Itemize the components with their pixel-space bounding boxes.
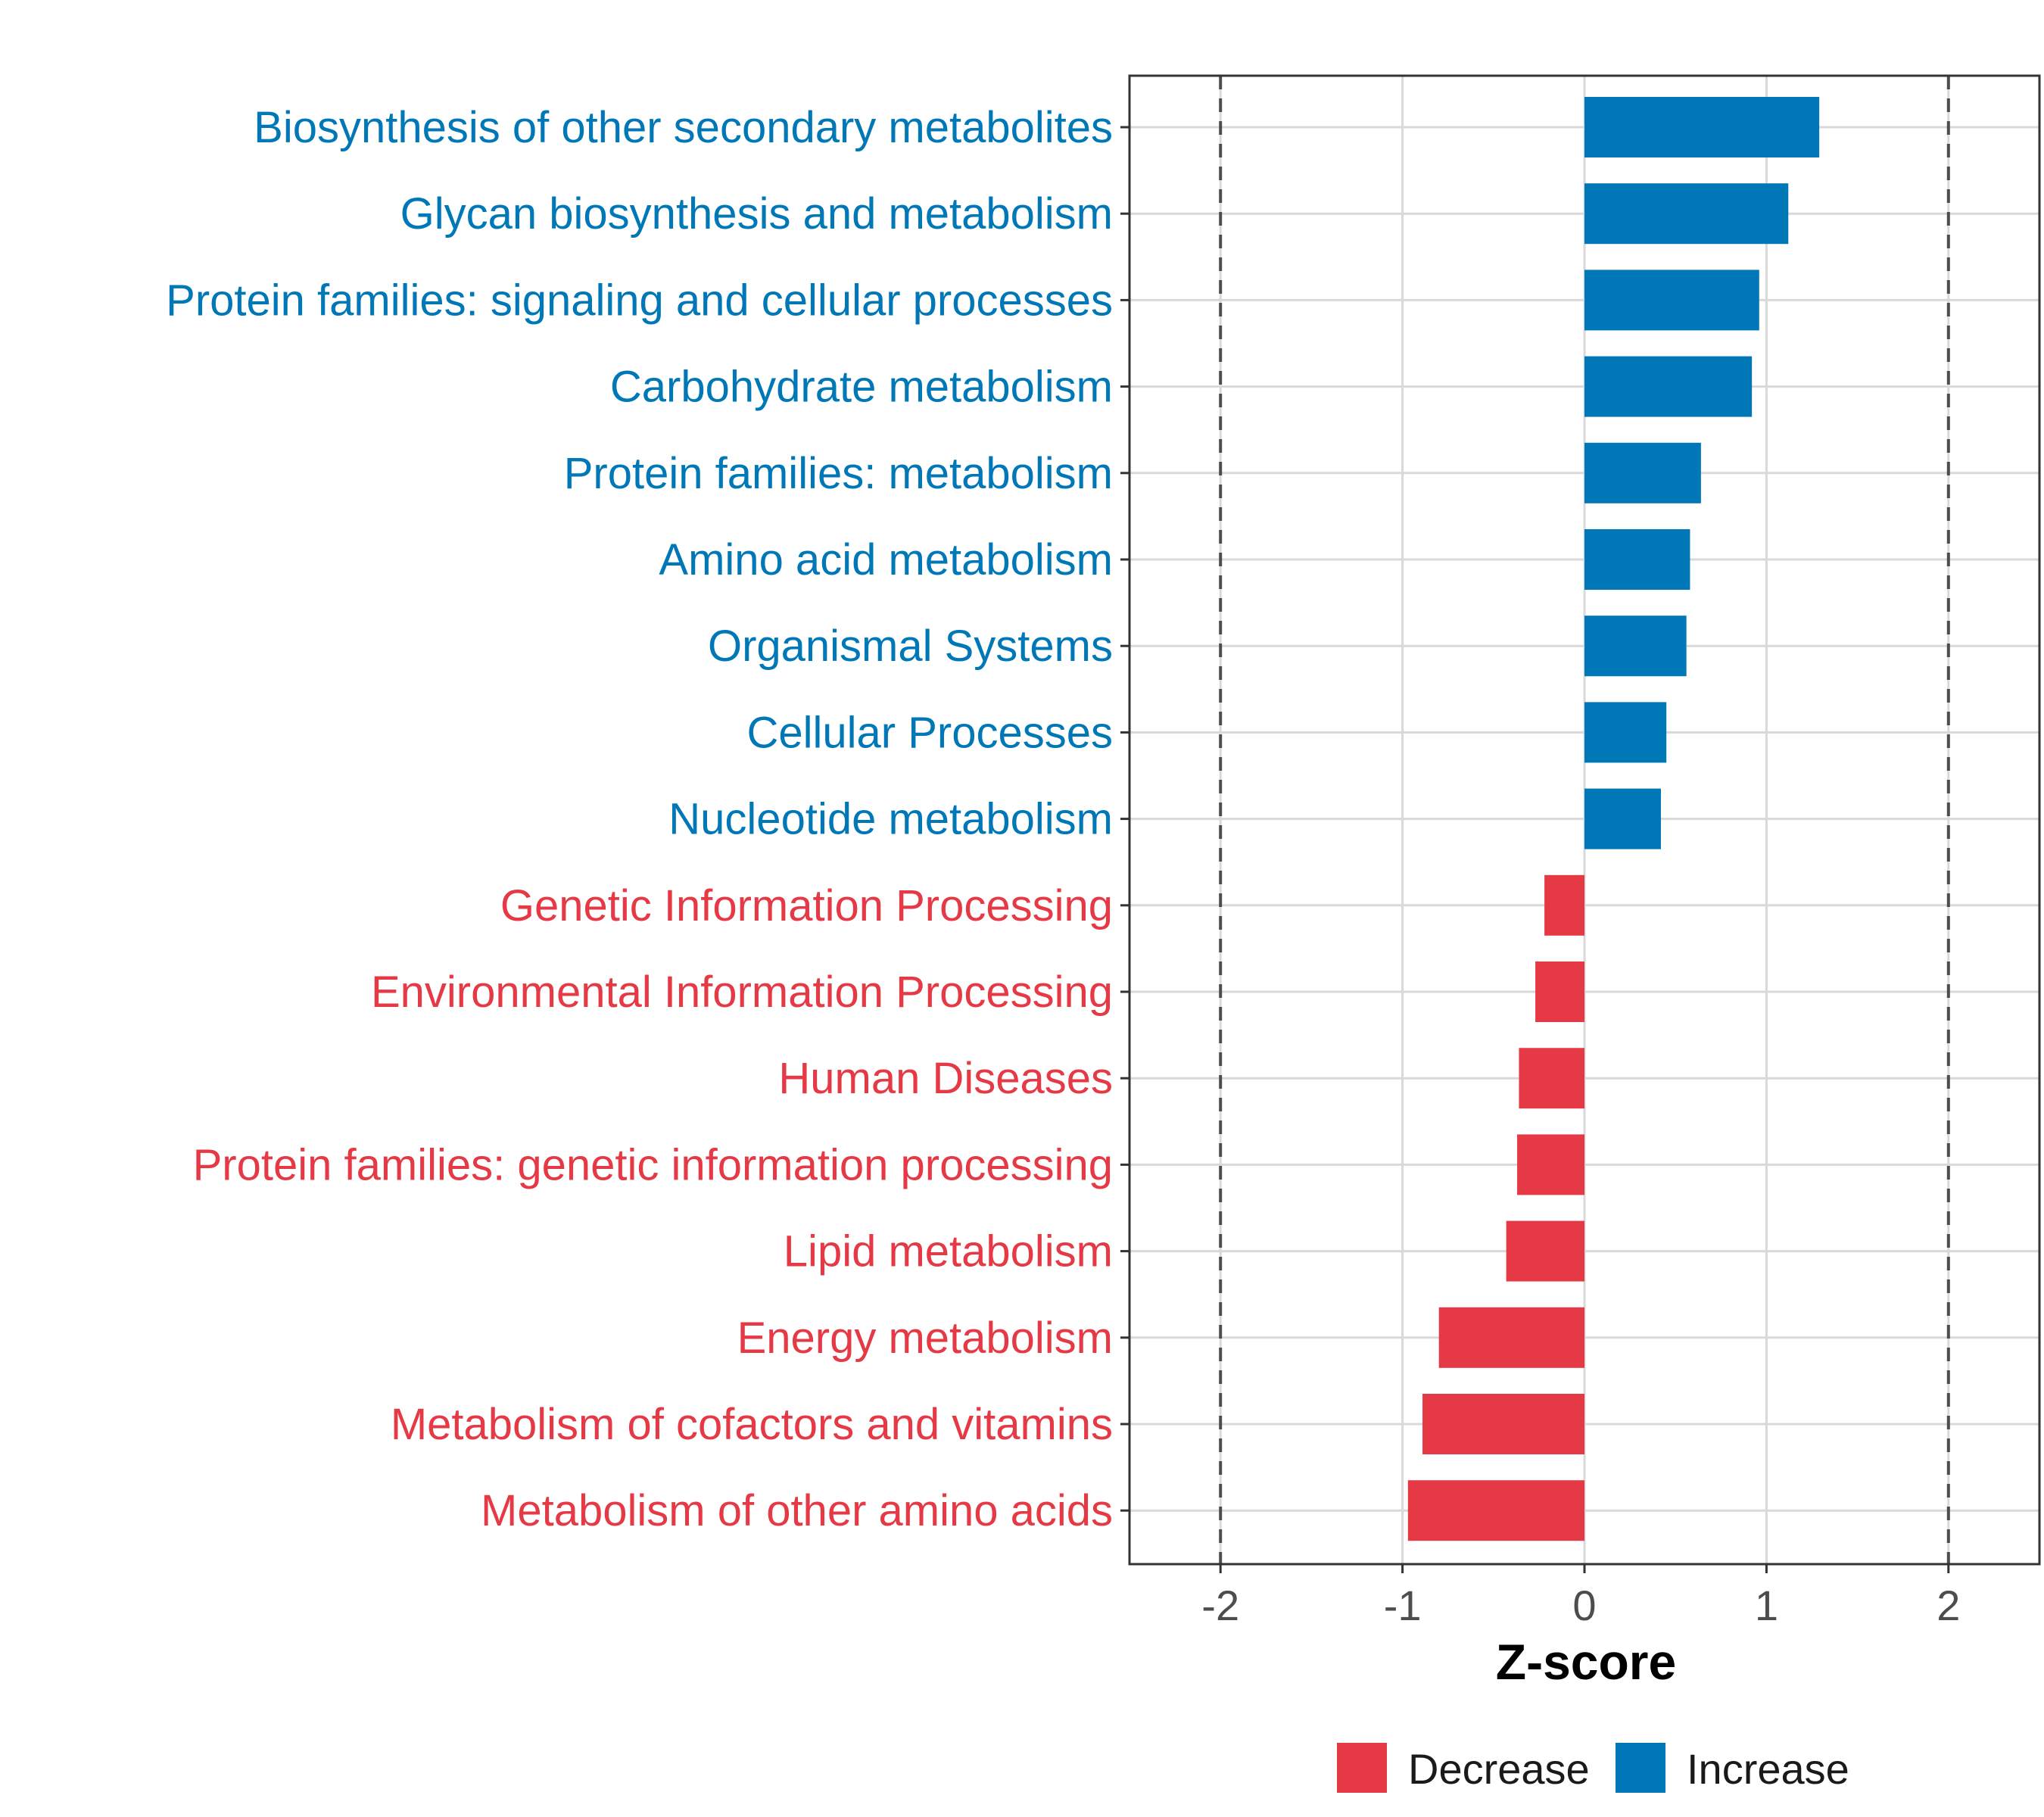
legend-swatch-decrease [1337,1743,1387,1793]
y-label-carbohydrate-metabolism: Carbohydrate metabolism [610,363,1113,412]
bar-metabolism-of-cofactors-and-vitamins [1422,1394,1584,1454]
bar-genetic-information-processing [1544,874,1584,936]
legend-label-decrease: Decrease [1408,1745,1590,1793]
x-axis-ticks [1219,1564,1950,1573]
y-label-protein-families-genetic-information-processing: Protein families: genetic information pr… [193,1140,1113,1189]
bars [1407,97,1820,1541]
y-label-cellular-processes: Cellular Processes [746,708,1113,757]
bar-nucleotide-metabolism [1584,788,1661,849]
x-tick-label: -2 [1201,1582,1239,1629]
y-label-glycan-biosynthesis-and-metabolism: Glycan biosynthesis and metabolism [400,189,1113,238]
y-label-energy-metabolism: Energy metabolism [737,1314,1113,1363]
bar-glycan-biosynthesis-and-metabolism [1584,183,1789,245]
bar-protein-families-signaling-and-cellular-processes [1584,270,1759,331]
y-label-lipid-metabolism: Lipid metabolism [784,1227,1113,1276]
y-label-protein-families-metabolism: Protein families: metabolism [564,449,1113,498]
bar-amino-acid-metabolism [1584,529,1690,590]
y-axis-labels: Biosynthesis of other secondary metaboli… [166,103,1113,1535]
y-label-protein-families-signaling-and-cellular-processes: Protein families: signaling and cellular… [166,276,1113,325]
bar-biosynthesis-of-other-secondary-metabolites [1584,97,1820,157]
bar-lipid-metabolism [1506,1220,1584,1282]
x-tick-label: -1 [1384,1582,1422,1629]
bar-human-diseases [1519,1048,1584,1109]
y-label-nucleotide-metabolism: Nucleotide metabolism [668,795,1113,844]
x-tick-label: 1 [1755,1582,1778,1629]
x-axis-title: Z-score [1496,1634,1676,1690]
y-label-metabolism-of-other-amino-acids: Metabolism of other amino acids [481,1486,1113,1535]
bar-organismal-systems [1584,616,1687,677]
x-tick-label: 2 [1937,1582,1960,1629]
y-label-amino-acid-metabolism: Amino acid metabolism [659,535,1113,584]
x-axis-labels: -2 -1 0 1 2 [1201,1582,1960,1629]
bar-energy-metabolism [1438,1307,1584,1368]
bar-protein-families-genetic-information-processing [1517,1134,1584,1195]
bar-carbohydrate-metabolism [1584,356,1753,417]
y-label-genetic-information-processing: Genetic Information Processing [500,881,1113,930]
legend-label-increase: Increase [1687,1745,1849,1793]
y-label-biosynthesis-of-other-secondary-metabolites: Biosynthesis of other secondary metaboli… [254,103,1113,152]
x-tick-label: 0 [1572,1582,1596,1629]
legend: Decrease Increase [1337,1743,1849,1793]
y-label-human-diseases: Human Diseases [778,1054,1113,1103]
legend-swatch-increase [1616,1743,1665,1793]
bar-protein-families-metabolism [1584,442,1701,503]
bar-environmental-information-processing [1535,961,1584,1022]
bar-cellular-processes [1584,702,1667,763]
y-label-environmental-information-processing: Environmental Information Processing [371,968,1113,1017]
y-axis-ticks [1120,126,1129,1512]
y-label-organismal-systems: Organismal Systems [708,622,1113,671]
bar-metabolism-of-other-amino-acids [1407,1480,1584,1541]
y-label-metabolism-of-cofactors-and-vitamins: Metabolism of cofactors and vitamins [391,1400,1113,1449]
